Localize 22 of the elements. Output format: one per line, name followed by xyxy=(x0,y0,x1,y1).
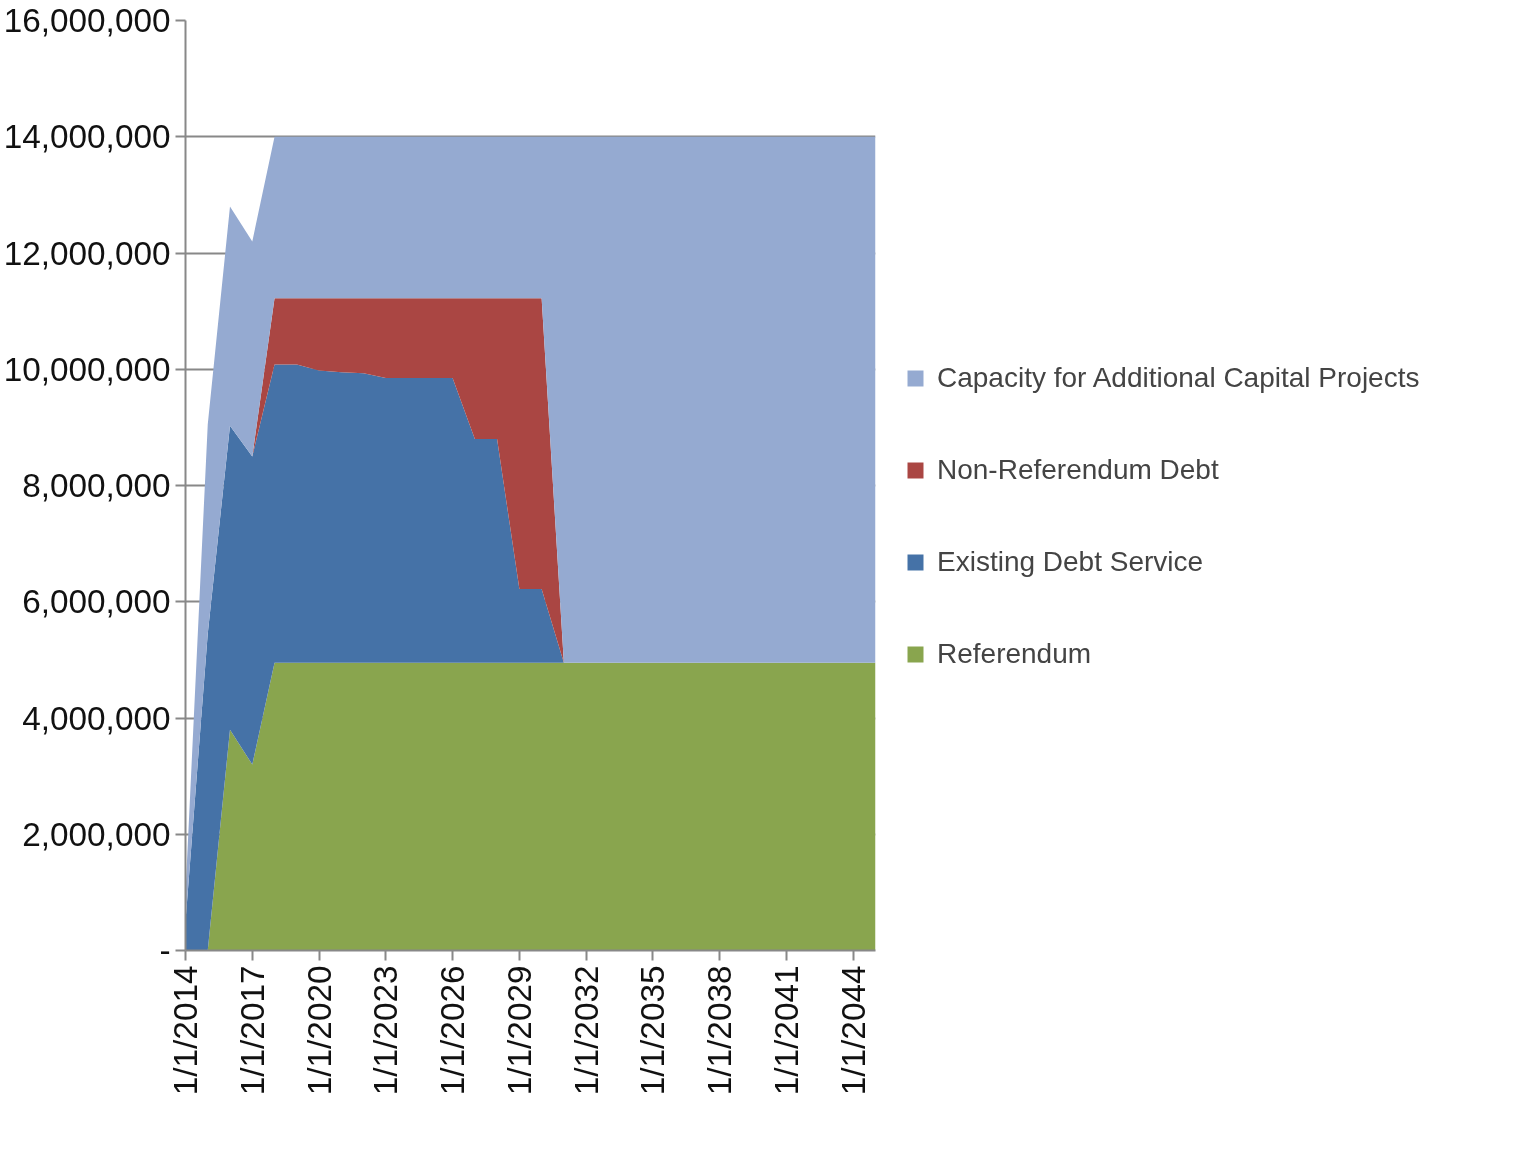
y-tick-label: 2,000,000 xyxy=(22,815,171,853)
x-tick-label: 1/1/2017 xyxy=(233,965,271,1096)
legend-label: Non-Referendum Debt xyxy=(937,454,1219,486)
x-tick-label: 1/1/2035 xyxy=(634,965,672,1096)
x-tick-label: 1/1/2026 xyxy=(434,965,472,1096)
legend-label: Capacity for Additional Capital Projects xyxy=(937,362,1420,394)
y-tick-label: 6,000,000 xyxy=(22,583,171,621)
x-tick-label: 1/1/2044 xyxy=(834,965,872,1096)
x-tick-label: 1/1/2029 xyxy=(500,965,538,1096)
x-tick-label: 1/1/2032 xyxy=(567,965,605,1096)
legend-label: Referendum xyxy=(937,638,1092,670)
x-tick-label: 1/1/2041 xyxy=(767,965,805,1096)
y-tick-label: 14,000,000 xyxy=(3,118,171,156)
x-tick-label: 1/1/2038 xyxy=(701,965,739,1096)
x-tick-label: 1/1/2020 xyxy=(300,965,338,1096)
legend-label: Existing Debt Service xyxy=(937,546,1204,578)
y-tick-label: 10,000,000 xyxy=(3,350,171,388)
y-tick-label: 12,000,000 xyxy=(3,234,171,272)
x-tick-label: 1/1/2023 xyxy=(367,965,405,1096)
y-tick-label: 16,000,000 xyxy=(3,2,171,39)
y-tick-label: 4,000,000 xyxy=(22,699,171,737)
y-tick-label: 8,000,000 xyxy=(22,467,171,504)
